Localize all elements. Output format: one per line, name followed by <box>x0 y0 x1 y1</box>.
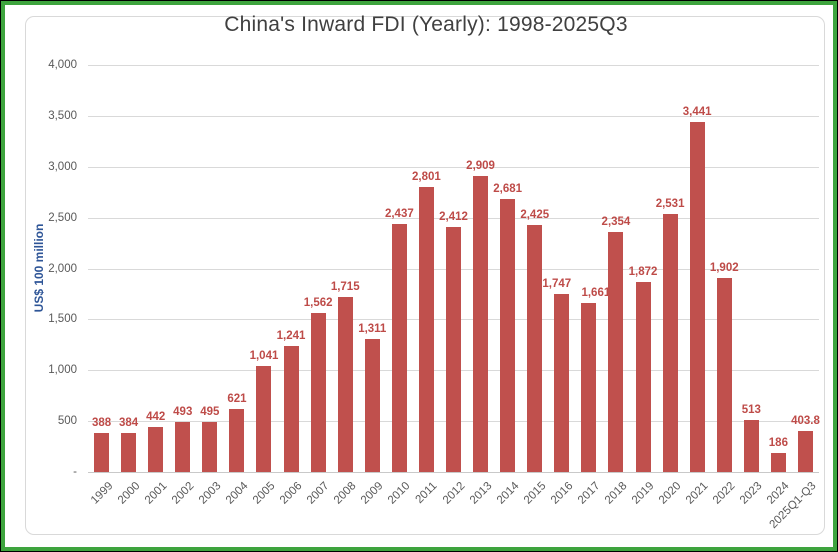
y-tick-label: 500 <box>57 415 77 428</box>
bar-value-label: 3,441 <box>682 105 712 118</box>
y-tick-label: 2,000 <box>48 262 77 275</box>
bar <box>581 302 597 472</box>
y-tick-label: 2,500 <box>48 211 77 224</box>
gridline <box>88 115 819 117</box>
bar <box>175 421 191 472</box>
bar <box>229 408 245 472</box>
y-tick-label: - <box>73 466 77 478</box>
chart-title: China's Inward FDI (Yearly): 1998-2025Q3 <box>224 13 628 36</box>
chart-area-border <box>25 16 825 535</box>
y-tick-label: 1,500 <box>48 313 77 326</box>
bar <box>797 430 813 472</box>
bar-value-label: 384 <box>119 416 139 429</box>
bar <box>770 453 786 472</box>
gridline <box>88 166 819 168</box>
bar <box>473 176 489 472</box>
y-tick-label: 4,000 <box>48 59 77 71</box>
bar-value-label: 493 <box>173 405 193 418</box>
bar-value-label: 2,531 <box>655 198 685 211</box>
bar-value-label: 403.8 <box>791 414 820 427</box>
bar-value-label: 1,661 <box>581 286 611 299</box>
bar-value-label: 1,562 <box>303 297 333 310</box>
bar <box>527 225 543 472</box>
bar <box>202 421 218 472</box>
bar <box>283 345 299 472</box>
bar-value-label: 388 <box>91 416 112 429</box>
bar <box>148 427 164 472</box>
bar <box>337 297 353 472</box>
bar <box>500 199 516 472</box>
bar-value-label: 2,425 <box>520 209 550 222</box>
bar <box>310 313 326 472</box>
bar-value-label: 2,801 <box>412 170 441 183</box>
bar-value-label: 1,747 <box>542 278 572 291</box>
bar-value-label: 442 <box>146 411 166 424</box>
x-axis-line <box>88 472 819 473</box>
bar <box>608 232 624 472</box>
bar-value-label: 2,909 <box>466 160 495 172</box>
bar-value-label: 1,715 <box>330 281 360 294</box>
y-tick-label: 3,500 <box>48 109 77 122</box>
bar-value-label: 513 <box>741 403 761 416</box>
bar-value-label: 2,437 <box>384 208 414 221</box>
bar-value-label: 2,354 <box>601 216 631 229</box>
bar-value-label: 621 <box>227 392 247 405</box>
bar <box>391 224 407 472</box>
bar <box>743 419 759 472</box>
bar <box>716 278 732 472</box>
bar <box>635 281 651 472</box>
gridline <box>88 217 819 219</box>
y-tick-label: 1,000 <box>48 364 77 377</box>
bar <box>121 432 137 472</box>
bar-value-label: 1,311 <box>358 322 387 335</box>
bar-value-label: 2,681 <box>493 183 523 196</box>
bar <box>94 432 110 472</box>
bar-value-label: 1,041 <box>249 350 279 363</box>
bar <box>418 186 434 472</box>
bar <box>364 338 380 472</box>
bar-value-label: 186 <box>768 437 788 450</box>
bar <box>256 366 272 472</box>
y-tick-label: 3,000 <box>48 160 77 173</box>
bar-value-label: 1,872 <box>628 265 658 278</box>
bar <box>662 214 678 472</box>
bar-value-label: 1,902 <box>709 262 739 275</box>
bar-value-label: 1,241 <box>276 329 306 342</box>
bar <box>554 294 570 472</box>
bar <box>689 121 705 472</box>
bar-value-label: 495 <box>200 405 220 418</box>
gridline <box>88 65 819 66</box>
bar-value-label: 2,412 <box>439 210 468 223</box>
bar <box>446 226 461 472</box>
